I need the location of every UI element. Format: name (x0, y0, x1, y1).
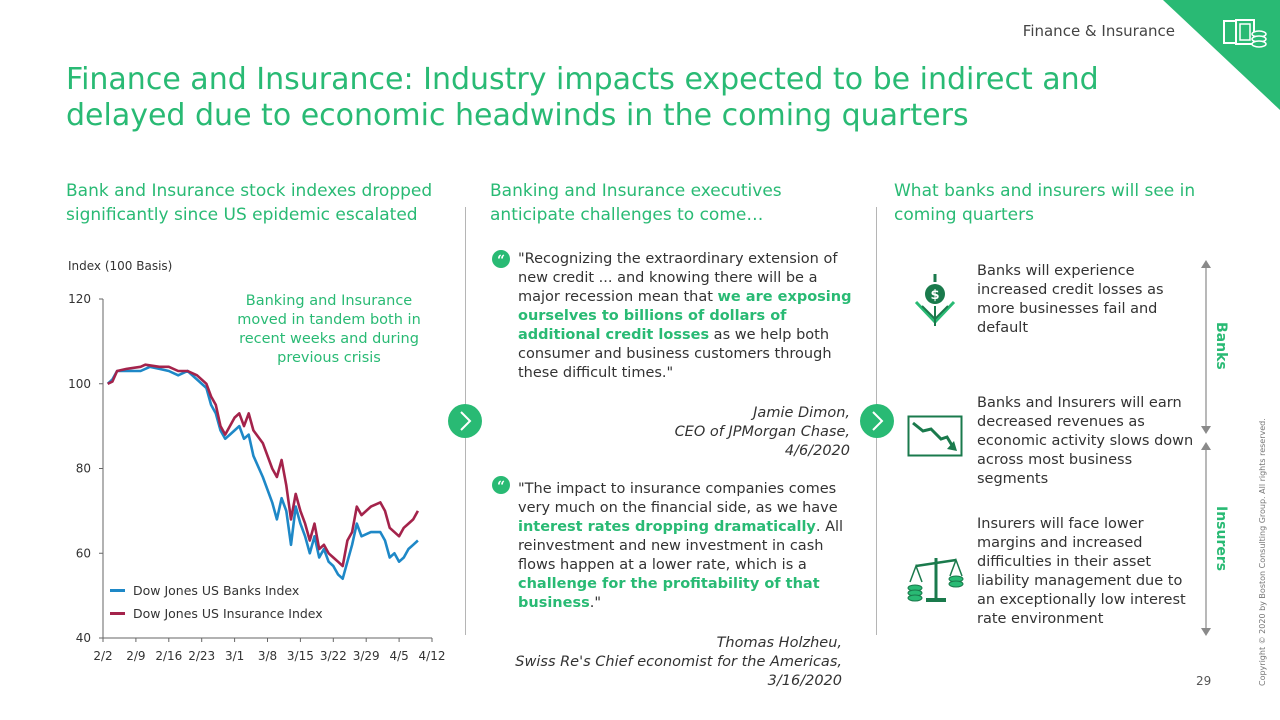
y-tick-label: 100 (68, 377, 91, 391)
quote-attribution-holzheu: Thomas Holzheu, Swiss Re's Chief economi… (515, 635, 842, 689)
copyright-notice: Copyright © 2020 by Boston Consulting Gr… (1258, 418, 1267, 686)
balance-scale-icon (907, 557, 964, 602)
quote-mark-icon: “ (492, 250, 510, 269)
quote-dimon: "Recognizing the extraordinary extension… (518, 251, 852, 381)
chevron-right-icon (872, 411, 884, 431)
series-line-banks (106, 365, 419, 580)
chart-annotation: Banking and Insurance moved in tandem bo… (237, 293, 421, 366)
x-tick-label: 2/2 (93, 649, 112, 663)
impact-credit-losses: Banks will experience increased credit l… (977, 263, 1164, 336)
legend-swatch-banks (110, 589, 125, 592)
legend-label-banks: Dow Jones US Banks Index (133, 583, 300, 598)
x-tick-label: 3/8 (258, 649, 277, 663)
page-title: Finance and Insurance: Industry impacts … (66, 62, 1099, 133)
x-tick-label: 2/9 (126, 649, 145, 663)
x-tick-label: 3/22 (320, 649, 347, 663)
svg-text:$: $ (930, 288, 939, 303)
x-tick-label: 3/29 (353, 649, 380, 663)
legend-banks: Dow Jones US Banks Index (110, 583, 299, 598)
stock-index-chart: 40 60 80 100 120 2/2 2/9 2/16 2/23 3/1 3/8 3/15 3/22… (68, 292, 446, 663)
left-column-heading: Bank and Insurance stock indexes dropped… (66, 181, 433, 225)
dollar-down-arrow-icon: $ (914, 274, 956, 326)
declining-chart-icon (907, 415, 963, 457)
chart-y-axis-label: Index (100 Basis) (68, 259, 173, 273)
quote-holzheu: "The impact to insurance companies comes… (518, 481, 844, 611)
legend-swatch-insurance (110, 612, 125, 615)
legend-label-insurance: Dow Jones US Insurance Index (133, 606, 323, 621)
quote-mark-icon: “ (492, 476, 510, 495)
y-tick-label: 60 (76, 546, 91, 560)
range-arrows (1201, 260, 1211, 636)
page-number: 29 (1196, 674, 1212, 688)
y-tick-label: 40 (76, 631, 91, 645)
next-arrow-button[interactable] (447, 403, 483, 439)
x-tick-label: 2/23 (188, 649, 215, 663)
impact-lower-margins: Insurers will face lower margins and inc… (977, 516, 1186, 627)
y-tick-label: 80 (76, 462, 91, 476)
x-tick-label: 2/16 (155, 649, 182, 663)
x-tick-label: 4/12 (419, 649, 446, 663)
chevron-right-icon (460, 411, 472, 431)
next-arrow-button[interactable] (859, 403, 895, 439)
x-tick-label: 3/15 (287, 649, 314, 663)
side-label-insurers: Insurers (1213, 506, 1229, 572)
money-stack-icon (1223, 19, 1267, 48)
middle-column-heading: Banking and Insurance executives anticip… (490, 181, 782, 225)
series-line-insurance (107, 363, 420, 568)
x-tick-label: 3/1 (225, 649, 244, 663)
x-tick-label: 4/5 (389, 649, 408, 663)
legend-insurance: Dow Jones US Insurance Index (110, 606, 323, 621)
y-tick-label: 120 (68, 292, 91, 306)
impact-decreased-revenues: Banks and Insurers will earn decreased r… (977, 395, 1194, 487)
right-column-heading: What banks and insurers will see in comi… (894, 181, 1196, 225)
side-label-banks: Banks (1213, 322, 1229, 370)
section-tag: Finance & Insurance (1022, 22, 1175, 40)
quote-attribution-dimon: Jamie Dimon, CEO of JPMorgan Chase, 4/6/… (674, 405, 850, 459)
